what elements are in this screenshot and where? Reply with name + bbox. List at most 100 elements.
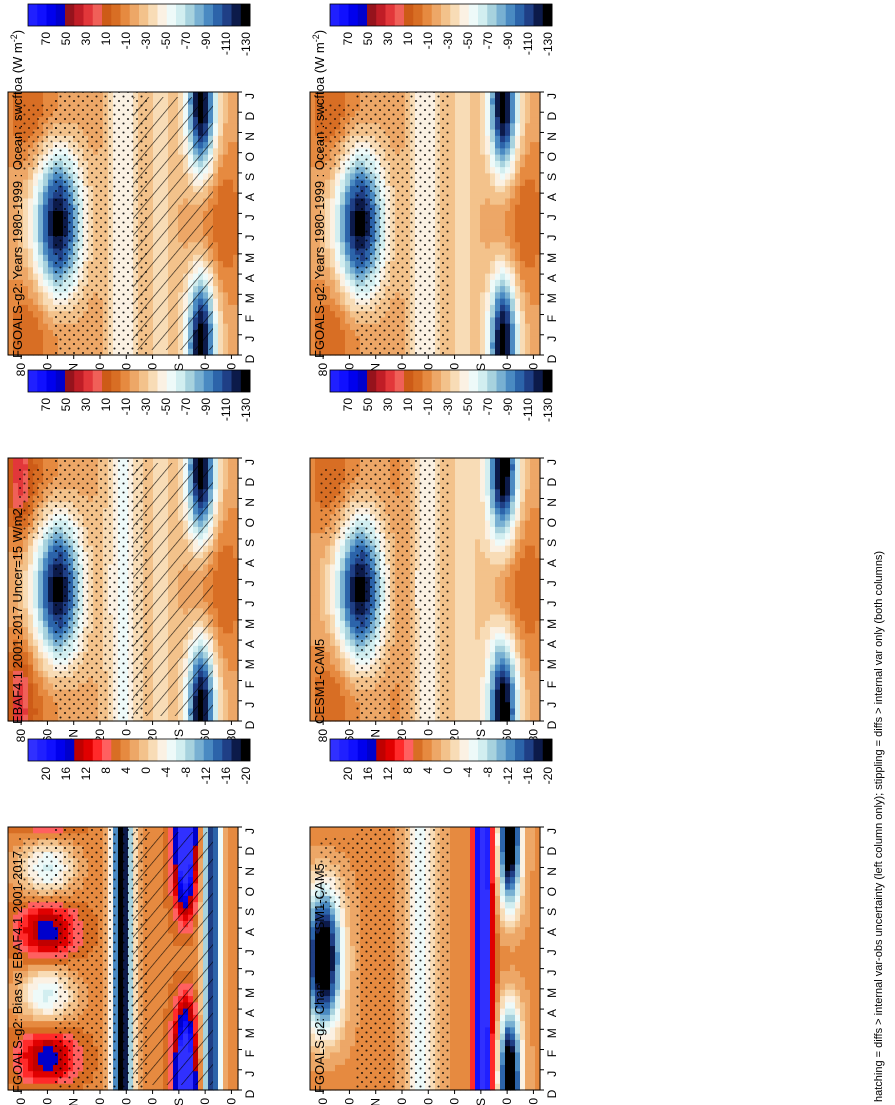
heatmap-cell: [470, 179, 476, 187]
heatmap-cell: [500, 248, 506, 256]
heatmap-cell: [350, 286, 356, 293]
heatmap-cell: [470, 229, 476, 237]
heatmap-cell: [213, 198, 219, 206]
heatmap-cell: [520, 261, 526, 268]
heatmap-cell: [23, 173, 29, 181]
heatmap-cell: [480, 311, 486, 319]
heatmap-cell: [500, 173, 506, 181]
heatmap-cell: [48, 279, 54, 287]
heatmap-cell: [38, 539, 44, 547]
heatmap-cell: [475, 98, 481, 106]
heatmap-cell: [213, 135, 219, 143]
heatmap-cell: [450, 248, 456, 256]
heatmap-cell: [213, 336, 219, 344]
heatmap-cell: [223, 167, 229, 174]
heatmap-cell: [515, 123, 521, 131]
heatmap-cell: [495, 198, 501, 206]
heatmap-cell: [233, 160, 239, 168]
heatmap-cell: [228, 254, 234, 262]
heatmap-cell: [485, 179, 491, 187]
heatmap-cell: [505, 229, 511, 237]
heatmap-cell: [213, 261, 219, 268]
heatmap-cell: [335, 261, 341, 268]
heatmap-cell: [500, 323, 506, 331]
heatmap-cell: [43, 192, 49, 200]
heatmap-cell: [455, 317, 461, 325]
heatmap-cell: [28, 595, 34, 603]
heatmap-cell: [13, 323, 19, 331]
heatmap-cell: [43, 620, 49, 628]
heatmap-cell: [13, 242, 19, 250]
heatmap-cell: [505, 210, 511, 218]
heatmap-cell: [520, 92, 526, 99]
heatmap-cell: [13, 210, 19, 218]
heatmap-cell: [470, 210, 476, 218]
month-tick-label: J: [545, 214, 559, 220]
heatmap-cell: [218, 248, 224, 256]
heatmap-cell: [345, 217, 351, 225]
heatmap-cell: [28, 652, 34, 659]
heatmap-cell: [233, 110, 239, 118]
heatmap-cell: [520, 273, 526, 281]
heatmap-cell: [233, 223, 239, 231]
heatmap-cell: [470, 104, 476, 112]
heatmap-cell: [470, 98, 476, 106]
heatmap-cell: [345, 304, 351, 312]
heatmap-cell: [530, 98, 536, 106]
heatmap-cell: [510, 292, 516, 300]
heatmap-cell: [510, 236, 516, 243]
heatmap-cell: [48, 695, 54, 703]
heatmap-cell: [33, 652, 39, 659]
heatmap-cell: [13, 160, 19, 168]
heatmap-cell: [510, 336, 516, 344]
heatmap-cell: [340, 223, 346, 231]
heatmap-cell: [213, 342, 219, 350]
heatmap-cell: [38, 664, 44, 672]
heatmap-cell: [233, 242, 239, 250]
heatmap-cell: [38, 564, 44, 572]
heatmap-cell: [208, 92, 214, 99]
heatmap-cell: [8, 248, 14, 256]
heatmap-cell: [470, 198, 476, 206]
heatmap-cell: [475, 104, 481, 112]
heatmap-cell: [455, 210, 461, 218]
heatmap-cell: [350, 304, 356, 312]
heatmap-cell: [505, 236, 511, 243]
heatmap-cell: [500, 185, 506, 193]
heatmap-cell: [28, 695, 34, 703]
heatmap-cell: [490, 292, 496, 300]
heatmap-cell: [465, 336, 471, 344]
heatmap-cell: [335, 223, 341, 231]
heatmap-cell: [490, 223, 496, 231]
heatmap-cell: [213, 160, 219, 168]
heatmap-cell: [48, 576, 54, 584]
colorbar-swatch: [139, 4, 149, 26]
heatmap-cell: [500, 160, 506, 168]
heatmap-cell: [38, 595, 44, 603]
heatmap-cell: [495, 229, 501, 237]
heatmap-cell: [485, 317, 491, 325]
heatmap-cell: [48, 670, 54, 678]
heatmap-cell: [233, 342, 239, 350]
heatmap-cell: [48, 204, 54, 212]
heatmap-cell: [475, 160, 481, 168]
heatmap-cell: [490, 198, 496, 206]
heatmap-cell: [465, 267, 471, 275]
heatmap-cell: [48, 229, 54, 237]
heatmap-cell: [450, 167, 456, 174]
heatmap-cell: [485, 192, 491, 200]
heatmap-cell: [520, 248, 526, 256]
heatmap-cell: [48, 570, 54, 578]
heatmap-cell: [495, 279, 501, 287]
heatmap-cell: [505, 123, 511, 131]
colorbar-swatch: [222, 4, 232, 26]
heatmap-cell: [460, 204, 466, 212]
heatmap-cell: [515, 267, 521, 275]
heatmap-cell: [8, 185, 14, 193]
heatmap-cell: [455, 204, 461, 212]
heatmap-cell: [490, 123, 496, 131]
heatmap-cell: [470, 223, 476, 231]
heatmap-cell: [330, 317, 336, 325]
heatmap-cell: [495, 167, 501, 174]
heatmap-cell: [515, 167, 521, 174]
